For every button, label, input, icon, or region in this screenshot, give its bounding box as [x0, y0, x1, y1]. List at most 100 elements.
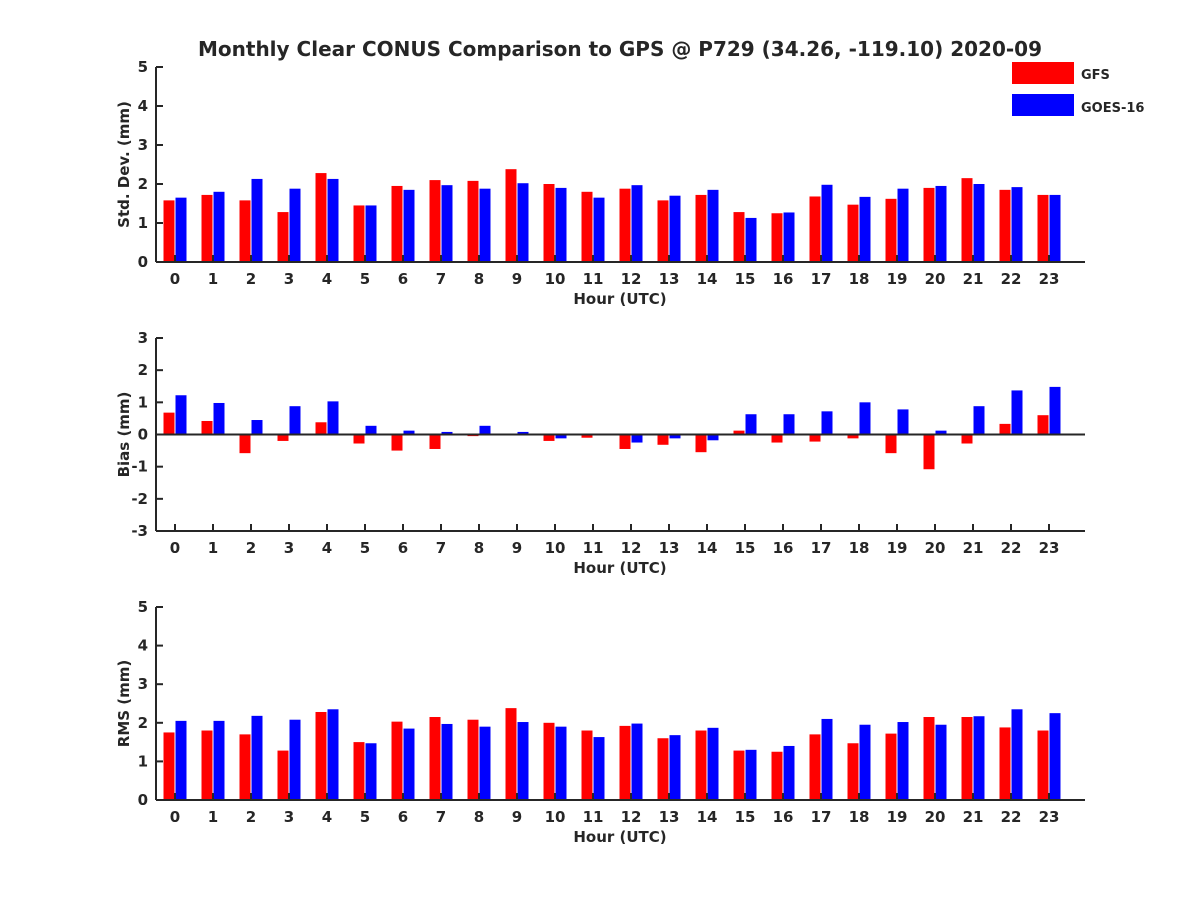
bias-y-tick-label: 3 [138, 329, 148, 347]
bias-bar-gfs-10 [543, 434, 555, 441]
rms-bar-goes16-2 [251, 715, 263, 800]
std-dev-bar-goes16-15 [745, 217, 757, 262]
bias-x-tick-label: 11 [583, 539, 604, 557]
bias-x-tick-label: 12 [621, 539, 642, 557]
bias-x-tick-label: 6 [398, 539, 408, 557]
bias-x-tick-label: 2 [246, 539, 256, 557]
std-dev-bar-gfs-6 [391, 185, 403, 262]
std-dev-x-tick-label: 22 [1001, 270, 1022, 288]
bias-bar-goes16-4 [327, 401, 339, 435]
rms-bar-gfs-1 [201, 730, 213, 800]
rms-y-tick-label: 1 [138, 752, 148, 770]
std-dev-bar-goes16-23 [1049, 194, 1061, 262]
std-dev-x-tick-label: 12 [621, 270, 642, 288]
bias-x-tick-label: 5 [360, 539, 370, 557]
bias-bar-gfs-17 [809, 434, 821, 442]
std-dev-bar-gfs-8 [467, 180, 479, 262]
std-dev-x-tick-label: 21 [963, 270, 984, 288]
bias-y-tick-label: 2 [138, 361, 148, 379]
rms-bar-goes16-8 [479, 726, 491, 800]
bias-bar-gfs-20 [923, 434, 935, 470]
bias-bar-goes16-14 [707, 434, 719, 441]
bias-bar-gfs-1 [201, 420, 213, 435]
std-dev-x-tick-label: 20 [925, 270, 946, 288]
std-dev-bar-gfs-19 [885, 198, 897, 262]
std-dev-x-tick-label: 10 [545, 270, 566, 288]
rms-bar-goes16-7 [441, 723, 453, 800]
rms-y-tick-label: 5 [138, 598, 148, 616]
rms-y-tick-label: 0 [138, 791, 148, 809]
std-dev-x-tick-label: 16 [773, 270, 794, 288]
std-dev-x-tick-label: 18 [849, 270, 870, 288]
rms-bar-gfs-22 [999, 727, 1011, 800]
rms-x-tick-label: 14 [697, 808, 718, 826]
rms-bar-goes16-3 [289, 719, 301, 800]
bias-bar-gfs-2 [239, 434, 251, 454]
rms-bar-goes16-12 [631, 723, 643, 800]
std-dev-bar-goes16-11 [593, 197, 605, 262]
std-dev-bar-gfs-22 [999, 189, 1011, 262]
std-dev-bar-gfs-13 [657, 200, 669, 262]
bias-bar-goes16-17 [821, 411, 833, 435]
bias-bar-gfs-0 [163, 412, 175, 435]
bias-bar-goes16-22 [1011, 390, 1023, 435]
std-dev-bar-gfs-20 [923, 187, 935, 262]
rms-bar-gfs-3 [277, 750, 289, 800]
std-dev-bar-gfs-18 [847, 204, 859, 262]
rms-bar-goes16-9 [517, 722, 529, 800]
legend-label-gfs: GFS [1081, 68, 1110, 83]
bias-bar-goes16-20 [935, 430, 947, 435]
std-dev-bar-gfs-9 [505, 169, 517, 262]
rms-bar-gfs-5 [353, 742, 365, 800]
bias-x-tick-label: 1 [208, 539, 218, 557]
bias-x-tick-label: 21 [963, 539, 984, 557]
rms-bar-goes16-6 [403, 728, 415, 800]
std-dev-bar-goes16-20 [935, 185, 947, 262]
bias-bar-gfs-3 [277, 434, 289, 441]
std-dev-bar-goes16-12 [631, 185, 643, 262]
std-dev-x-tick-label: 19 [887, 270, 908, 288]
rms-bar-goes16-15 [745, 749, 757, 800]
rms-bar-goes16-19 [897, 722, 909, 800]
rms-x-tick-label: 3 [284, 808, 294, 826]
rms-x-tick-label: 20 [925, 808, 946, 826]
std-dev-y-tick-label: 2 [138, 175, 148, 193]
std-dev-x-tick-label: 17 [811, 270, 832, 288]
rms-x-tick-label: 6 [398, 808, 408, 826]
rms-x-tick-label: 15 [735, 808, 756, 826]
std-dev-x-tick-label: 14 [697, 270, 718, 288]
std-dev-bar-gfs-17 [809, 196, 821, 262]
std-dev-x-tick-label: 13 [659, 270, 680, 288]
bias-bar-goes16-10 [555, 434, 567, 439]
rms-bar-gfs-12 [619, 725, 631, 800]
rms-x-tick-label: 21 [963, 808, 984, 826]
std-dev-y-tick-label: 0 [138, 253, 148, 271]
bias-y-tick-label: -3 [131, 522, 148, 540]
rms-x-tick-label: 17 [811, 808, 832, 826]
bias-y-tick-label: -2 [131, 490, 148, 508]
std-dev-bar-goes16-4 [327, 178, 339, 262]
std-dev-bar-gfs-23 [1037, 194, 1049, 262]
bias-bar-gfs-21 [961, 434, 973, 444]
bias-x-tick-label: 19 [887, 539, 908, 557]
std-dev-x-tick-label: 2 [246, 270, 256, 288]
bias-bar-goes16-0 [175, 395, 187, 435]
rms-bar-gfs-10 [543, 722, 555, 800]
rms-bar-gfs-20 [923, 717, 935, 800]
rms-bar-gfs-19 [885, 733, 897, 800]
rms-bar-gfs-18 [847, 743, 859, 800]
std-dev-x-tick-label: 9 [512, 270, 522, 288]
std-dev-bar-goes16-6 [403, 189, 415, 262]
std-dev-x-tick-label: 7 [436, 270, 446, 288]
rms-x-tick-label: 23 [1039, 808, 1060, 826]
bias-bar-goes16-2 [251, 420, 263, 435]
std-dev-bar-goes16-21 [973, 184, 985, 262]
bias-bar-goes16-15 [745, 414, 757, 435]
rms-x-axis-label: Hour (UTC) [573, 828, 666, 846]
bias-y-tick-label: -1 [131, 458, 148, 476]
bias-bar-goes16-13 [669, 434, 681, 439]
std-dev-x-tick-label: 15 [735, 270, 756, 288]
bias-bar-gfs-19 [885, 434, 897, 454]
rms-bar-goes16-20 [935, 724, 947, 800]
